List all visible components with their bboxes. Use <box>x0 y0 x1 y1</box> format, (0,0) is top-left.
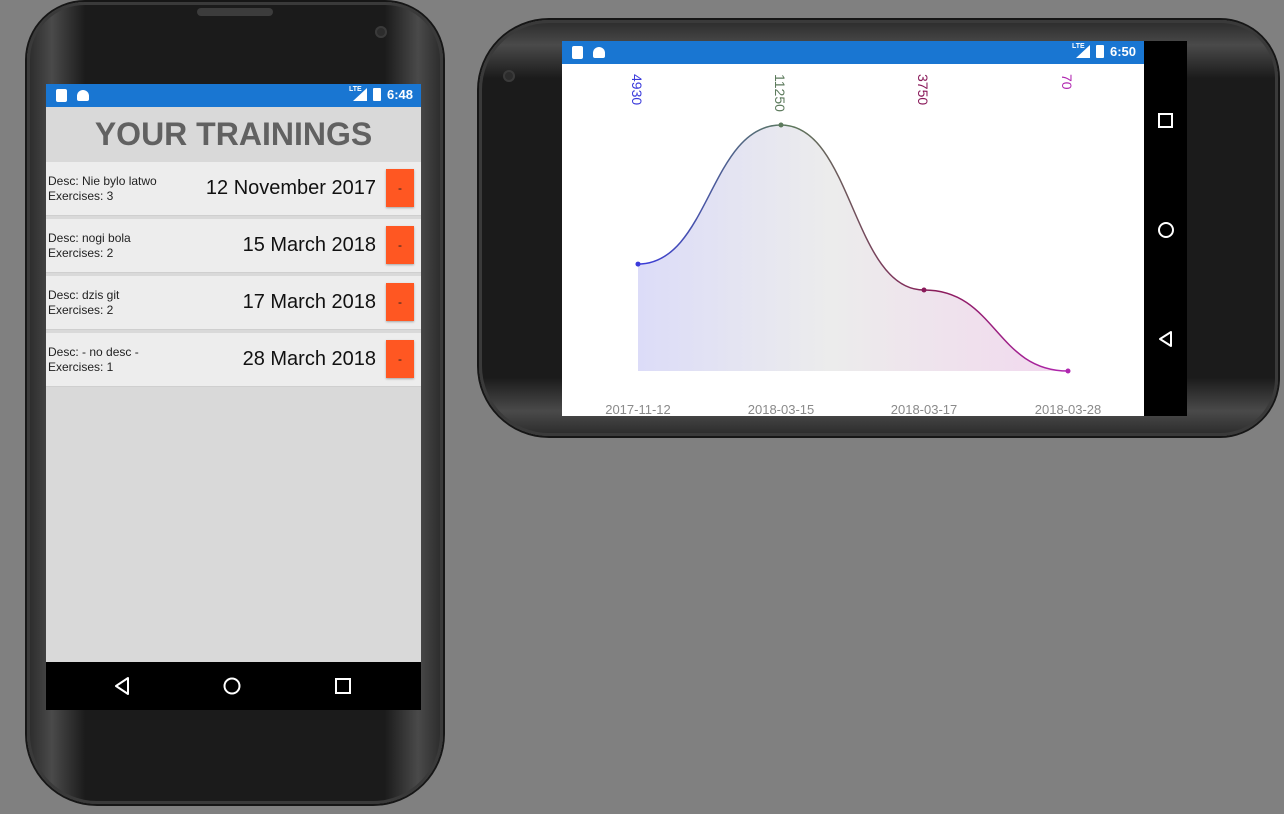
training-date: 12 November 2017 <box>205 177 376 199</box>
delete-training-button[interactable]: - <box>386 283 414 321</box>
recents-icon[interactable] <box>1156 111 1176 131</box>
data-label: 11250 <box>772 74 788 112</box>
data-label: 3750 <box>915 74 931 105</box>
speaker-grille <box>197 8 273 16</box>
training-desc: Desc: dzis git <box>48 288 120 302</box>
training-list: Desc: Nie bylo latwo Exercises: 3 12 Nov… <box>46 162 421 390</box>
training-row[interactable]: Desc: dzis git Exercises: 2 17 March 201… <box>46 276 421 329</box>
battery-icon <box>372 88 381 101</box>
data-point <box>778 122 784 128</box>
training-date: 15 March 2018 <box>242 234 376 256</box>
training-info: Desc: Nie bylo latwo Exercises: 3 <box>48 174 157 204</box>
training-info: Desc: - no desc - Exercises: 1 <box>48 345 139 375</box>
sd-card-icon <box>572 46 583 59</box>
recents-icon[interactable] <box>333 676 353 696</box>
home-icon[interactable] <box>222 676 242 696</box>
training-row[interactable]: Desc: nogi bola Exercises: 2 15 March 20… <box>46 219 421 272</box>
data-point <box>921 287 927 293</box>
chart-line <box>637 124 1069 372</box>
x-tick-label: 2018-03-17 <box>891 402 958 416</box>
portrait-screen: LTE 6:48 YOUR TRAININGS Desc: Nie bylo l… <box>46 84 421 710</box>
status-bar: LTE 6:48 <box>46 84 421 107</box>
front-camera <box>375 26 387 38</box>
training-desc: Desc: Nie bylo latwo <box>48 174 157 188</box>
training-exercises: Exercises: 2 <box>48 303 114 317</box>
status-time: 6:50 <box>1109 44 1136 59</box>
training-date: 17 March 2018 <box>242 291 376 313</box>
training-exercises: Exercises: 1 <box>48 360 114 374</box>
data-label: 70 <box>1059 74 1075 90</box>
training-desc: Desc: nogi bola <box>48 231 131 245</box>
x-tick-label: 2018-03-28 <box>1035 402 1102 416</box>
delete-training-button[interactable]: - <box>386 340 414 378</box>
page-title: YOUR TRAININGS <box>94 115 373 152</box>
training-exercises: Exercises: 2 <box>48 246 114 260</box>
training-exercises: Exercises: 3 <box>48 189 114 203</box>
android-icon <box>593 47 605 58</box>
home-icon[interactable] <box>1156 220 1176 240</box>
sd-card-icon <box>56 89 67 102</box>
back-icon[interactable] <box>1156 329 1176 349</box>
network-label: LTE <box>348 86 362 93</box>
training-row[interactable]: Desc: - no desc - Exercises: 1 28 March … <box>46 333 421 386</box>
chart-area <box>638 125 1068 371</box>
training-desc: Desc: - no desc - <box>48 345 139 359</box>
network-label: LTE <box>1071 43 1085 50</box>
status-bar: LTE 6:50 <box>562 41 1144 64</box>
data-point <box>635 261 641 267</box>
android-icon <box>77 90 89 101</box>
training-date: 28 March 2018 <box>242 348 376 370</box>
delete-training-button[interactable]: - <box>386 169 414 207</box>
front-camera <box>503 70 515 82</box>
training-info: Desc: dzis git Exercises: 2 <box>48 288 119 318</box>
x-tick-label: 2018-03-15 <box>748 402 815 416</box>
training-info: Desc: nogi bola Exercises: 2 <box>48 231 131 261</box>
battery-icon <box>1095 45 1104 58</box>
navigation-bar <box>46 662 421 710</box>
back-icon[interactable] <box>113 676 133 696</box>
status-time: 6:48 <box>386 87 413 102</box>
signal-icon: LTE <box>1072 43 1090 58</box>
data-point <box>1065 368 1071 374</box>
training-chart: 4930 2017-11-12 11250 2018-03-15 3750 2018-03… <box>605 74 1102 416</box>
training-row[interactable]: Desc: Nie bylo latwo Exercises: 3 12 Nov… <box>46 162 421 215</box>
landscape-screen: LTE 6:50 4930 2017-11-12 11250 2018-03-15 37… <box>562 41 1144 416</box>
data-label: 4930 <box>629 74 645 105</box>
signal-icon: LTE <box>349 86 367 101</box>
x-tick-label: 2017-11-12 <box>605 402 671 416</box>
navigation-bar <box>1144 41 1187 416</box>
delete-training-button[interactable]: - <box>386 226 414 264</box>
